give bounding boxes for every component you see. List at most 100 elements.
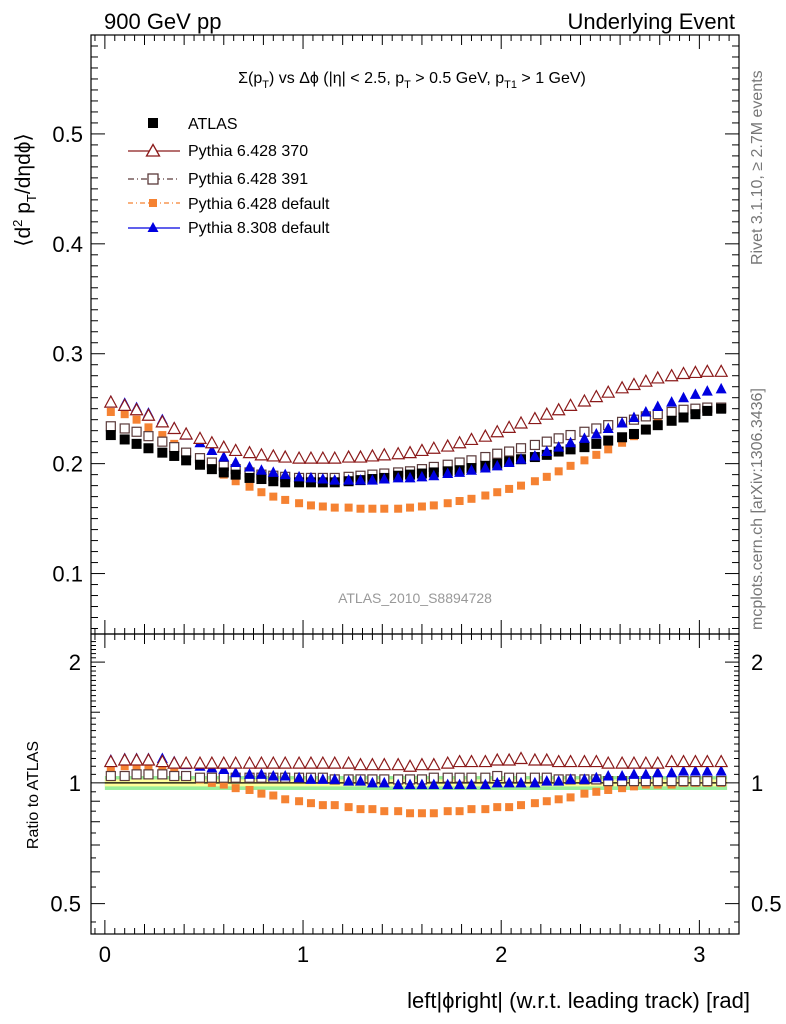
- point-pythia-6-428-370: [527, 411, 542, 425]
- ratio-point-pythia-6-428-370: [426, 757, 441, 771]
- point-pythia-6-428-370: [254, 447, 269, 461]
- point-pythia-6-428-default: [257, 488, 266, 497]
- point-pythia-6-428-370: [426, 441, 441, 454]
- y-tick-label: 0.3: [52, 342, 83, 367]
- point-atlas: [579, 442, 590, 453]
- ratio-point-pythia-6-428-370: [216, 755, 231, 769]
- point-pythia-6-428-391: [157, 436, 168, 447]
- ratio-point-pythia-6-428-370: [315, 755, 330, 769]
- ratio-point-pythia-6-428-default: [368, 805, 377, 814]
- point-pythia-6-428-default: [467, 494, 476, 503]
- point-pythia-8-308-default: [578, 432, 590, 443]
- legend-entry-pythia-391: Pythia 6.428 391: [128, 171, 308, 188]
- point-pythia-8-308-default: [616, 416, 628, 428]
- point-pythia-6-428-370: [440, 438, 455, 452]
- point-pythia-6-428-default: [231, 477, 240, 486]
- ratio-point-pythia-6-428-default: [380, 807, 389, 816]
- point-pythia-6-428-370: [464, 432, 479, 446]
- point-pythia-8-308-default: [652, 400, 664, 411]
- ratio-point-pythia-6-428-370: [192, 755, 208, 769]
- ratio-point-pythia-8-308-default: [541, 775, 553, 786]
- point-pythia-6-428-370: [141, 408, 156, 421]
- legend-entry-pythia-6-default: Pythia 6.428 default: [128, 196, 330, 213]
- point-pythia-8-308-default: [479, 462, 491, 473]
- point-pythia-8-308-default: [366, 474, 378, 485]
- ratio-point-pythia-6-428-370: [266, 755, 281, 769]
- x-tick-label: 2: [495, 942, 507, 967]
- ratio-point-pythia-6-428-default: [542, 797, 551, 806]
- point-atlas: [119, 434, 130, 445]
- ratio-point-pythia-8-308-default: [701, 765, 713, 776]
- legend-label-pythia-370: Pythia 6.428 370: [188, 143, 308, 160]
- point-pythia-8-308-default: [515, 453, 527, 464]
- point-atlas: [652, 420, 663, 431]
- point-pythia-6-428-default: [144, 423, 153, 432]
- ratio-point-pythia-6-428-370: [179, 755, 194, 769]
- ratio-point-pythia-6-428-default: [120, 762, 129, 771]
- point-pythia-6-428-370: [502, 420, 517, 433]
- point-pythia-8-308-default: [491, 459, 503, 471]
- ratio-point-pythia-6-428-370: [577, 754, 592, 768]
- ratio-point-pythia-6-428-default: [481, 805, 490, 814]
- point-pythia-8-308-default: [602, 422, 614, 433]
- ratio-point-pythia-6-428-370: [440, 755, 455, 769]
- point-pythia-8-308-default: [628, 411, 640, 422]
- ratio-point-pythia-6-428-370: [700, 754, 715, 768]
- point-pythia-8-308-default: [230, 456, 242, 468]
- ratio-point-pythia-8-308-default: [678, 765, 690, 776]
- side-label-bottom: mcplots.cern.ch [arXiv:1306.3436]: [749, 388, 766, 630]
- ratio-point-pythia-6-428-391: [666, 776, 677, 787]
- header-left: 900 GeV pp: [104, 9, 221, 34]
- y-tick-label: 0.5: [52, 122, 83, 147]
- ratio-point-pythia-6-428-370: [242, 755, 257, 769]
- point-pythia-6-428-default: [132, 415, 141, 424]
- ratio-point-pythia-6-428-391: [119, 770, 130, 782]
- y-tick-label: 0.1: [52, 562, 83, 587]
- ratio-point-pythia-6-428-370: [117, 752, 132, 766]
- point-pythia-6-428-391: [105, 421, 116, 432]
- point-pythia-6-428-default: [318, 502, 327, 511]
- point-pythia-6-428-370: [676, 366, 691, 380]
- point-pythia-6-428-370: [315, 450, 330, 464]
- point-pythia-8-308-default: [392, 471, 404, 483]
- point-atlas: [678, 412, 689, 423]
- point-atlas: [603, 435, 614, 446]
- point-atlas: [169, 450, 180, 461]
- point-pythia-6-428-370: [167, 421, 182, 435]
- point-pythia-6-428-391: [504, 446, 515, 457]
- point-pythia-6-428-370: [242, 445, 257, 459]
- point-atlas: [143, 443, 154, 454]
- ratio-point-pythia-6-428-370: [155, 754, 170, 768]
- legend-label-pythia-8-default: Pythia 8.308 default: [188, 220, 330, 237]
- ratio-point-pythia-6-428-default: [530, 799, 539, 808]
- point-pythia-6-428-default: [618, 438, 627, 447]
- ratio-point-pythia-8-308-default: [279, 770, 291, 781]
- ratio-point-pythia-6-428-370: [551, 754, 566, 768]
- ratio-point-pythia-6-428-370: [353, 757, 368, 771]
- point-pythia-6-428-370: [192, 431, 208, 444]
- point-pythia-6-428-391: [652, 409, 663, 420]
- ratio-point-pythia-6-428-370: [626, 755, 641, 769]
- point-pythia-6-428-370: [365, 448, 380, 462]
- point-pythia-6-428-default: [481, 491, 490, 500]
- legend-entry-atlas: ATLAS: [148, 116, 238, 133]
- point-atlas: [640, 424, 651, 435]
- ratio-point-pythia-6-428-default: [231, 784, 240, 793]
- ratio-point-pythia-6-428-391: [702, 776, 713, 787]
- point-pythia-8-308-default: [416, 470, 428, 482]
- ratio-point-pythia-6-428-370: [601, 755, 616, 769]
- ratio-point-pythia-6-428-default: [493, 803, 502, 812]
- point-pythia-6-428-370: [514, 415, 529, 429]
- ratio-point-pythia-6-428-default: [554, 795, 563, 804]
- ratio-point-pythia-6-428-391: [218, 772, 229, 783]
- ratio-point-pythia-8-308-default: [404, 778, 416, 790]
- point-pythia-8-308-default: [329, 474, 341, 485]
- point-pythia-6-428-default: [517, 481, 526, 490]
- point-pythia-6-428-370: [664, 368, 679, 382]
- point-pythia-6-428-370: [179, 426, 194, 440]
- ratio-point-pythia-6-428-370: [514, 751, 529, 765]
- ratio-point-pythia-6-428-370: [292, 755, 307, 769]
- point-atlas: [131, 438, 142, 449]
- ratio-point-pythia-8-308-default: [305, 773, 317, 784]
- legend-entry-pythia-370: Pythia 6.428 370: [128, 143, 308, 160]
